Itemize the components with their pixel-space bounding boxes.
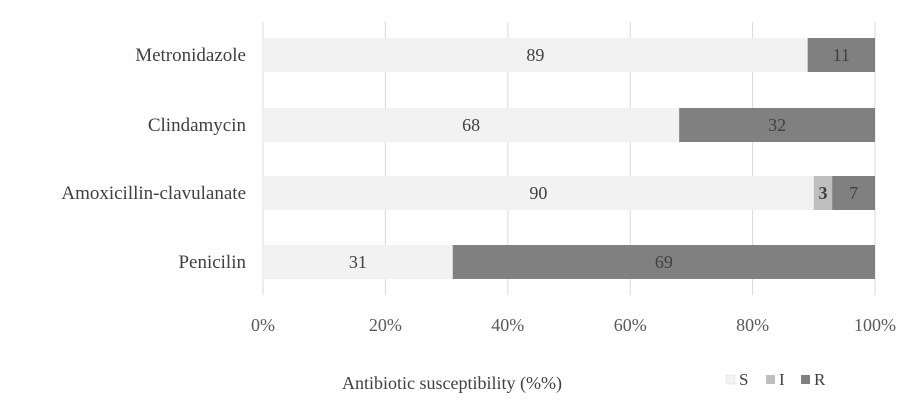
data-labels: 89 11 68 32 90 3 7 31 69 xyxy=(349,45,858,272)
bar-S-2 xyxy=(263,176,814,210)
bar-S-1 xyxy=(263,108,680,142)
data-label: 31 xyxy=(349,252,367,272)
data-label: 90 xyxy=(529,183,547,203)
legend-swatch-S xyxy=(725,374,736,385)
category-label: Clindamycin xyxy=(148,115,247,136)
x-tick-label: 100% xyxy=(854,315,896,335)
x-tick-label: 40% xyxy=(491,315,524,335)
bar-R-3 xyxy=(452,245,875,279)
bar-I-2 xyxy=(813,176,833,210)
data-label: 11 xyxy=(833,45,850,65)
legend-label-I: I xyxy=(779,370,785,389)
legend-label-S: S xyxy=(739,370,748,389)
category-labels: Metronidazole Clindamycin Amoxicillin-clav… xyxy=(61,45,246,273)
legend-swatch-R xyxy=(801,375,810,384)
category-label: Metronidazole xyxy=(135,45,246,66)
x-tick-labels: 0% 20% 40% 60% 80% 100% xyxy=(251,315,896,335)
data-label: 3 xyxy=(818,183,827,203)
bar-S-3 xyxy=(263,245,453,279)
category-label: Penicilin xyxy=(178,252,246,273)
x-tick-label: 60% xyxy=(614,315,647,335)
legend-swatch-I xyxy=(766,375,775,384)
x-axis-title: Antibiotic susceptibility (%%) xyxy=(342,373,562,394)
category-label: Amoxicillin-clavulanate xyxy=(61,183,246,204)
x-tick-label: 0% xyxy=(251,315,275,335)
data-label: 7 xyxy=(849,183,858,203)
data-label: 69 xyxy=(655,252,673,272)
data-label: 89 xyxy=(526,45,544,65)
data-label: 32 xyxy=(768,115,786,135)
bar-S-0 xyxy=(263,38,808,72)
data-label: 68 xyxy=(462,115,480,135)
legend-label-R: R xyxy=(814,370,826,389)
x-tick-label: 80% xyxy=(736,315,769,335)
bar-R-0 xyxy=(807,38,875,72)
bar-R-1 xyxy=(679,108,875,142)
bars xyxy=(263,38,875,279)
x-tick-label: 20% xyxy=(369,315,402,335)
bar-R-2 xyxy=(832,176,875,210)
